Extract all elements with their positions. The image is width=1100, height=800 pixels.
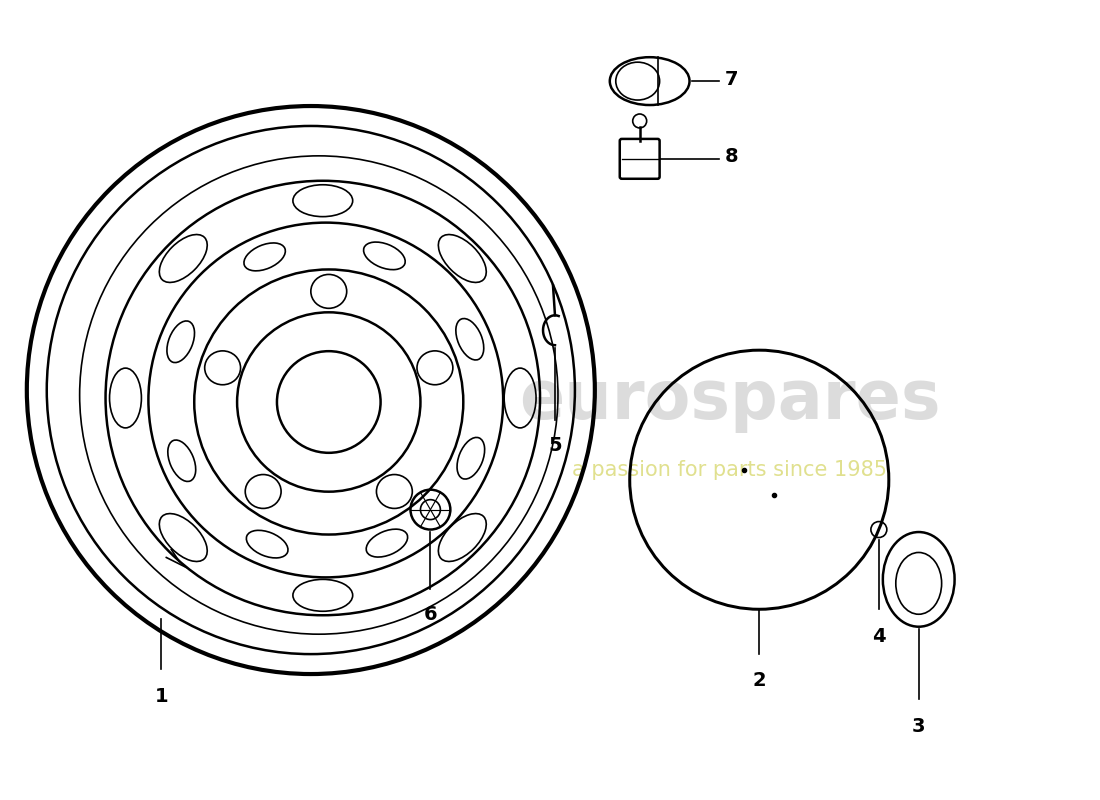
- Text: 2: 2: [752, 671, 766, 690]
- Text: 3: 3: [912, 717, 925, 736]
- Text: 8: 8: [725, 147, 738, 166]
- Text: 7: 7: [725, 70, 738, 89]
- Text: eurospares: eurospares: [518, 367, 940, 433]
- Text: 4: 4: [872, 627, 886, 646]
- Text: 1: 1: [154, 687, 168, 706]
- Text: a passion for parts since 1985: a passion for parts since 1985: [572, 460, 887, 480]
- Text: 5: 5: [548, 436, 562, 455]
- Text: 6: 6: [424, 606, 437, 624]
